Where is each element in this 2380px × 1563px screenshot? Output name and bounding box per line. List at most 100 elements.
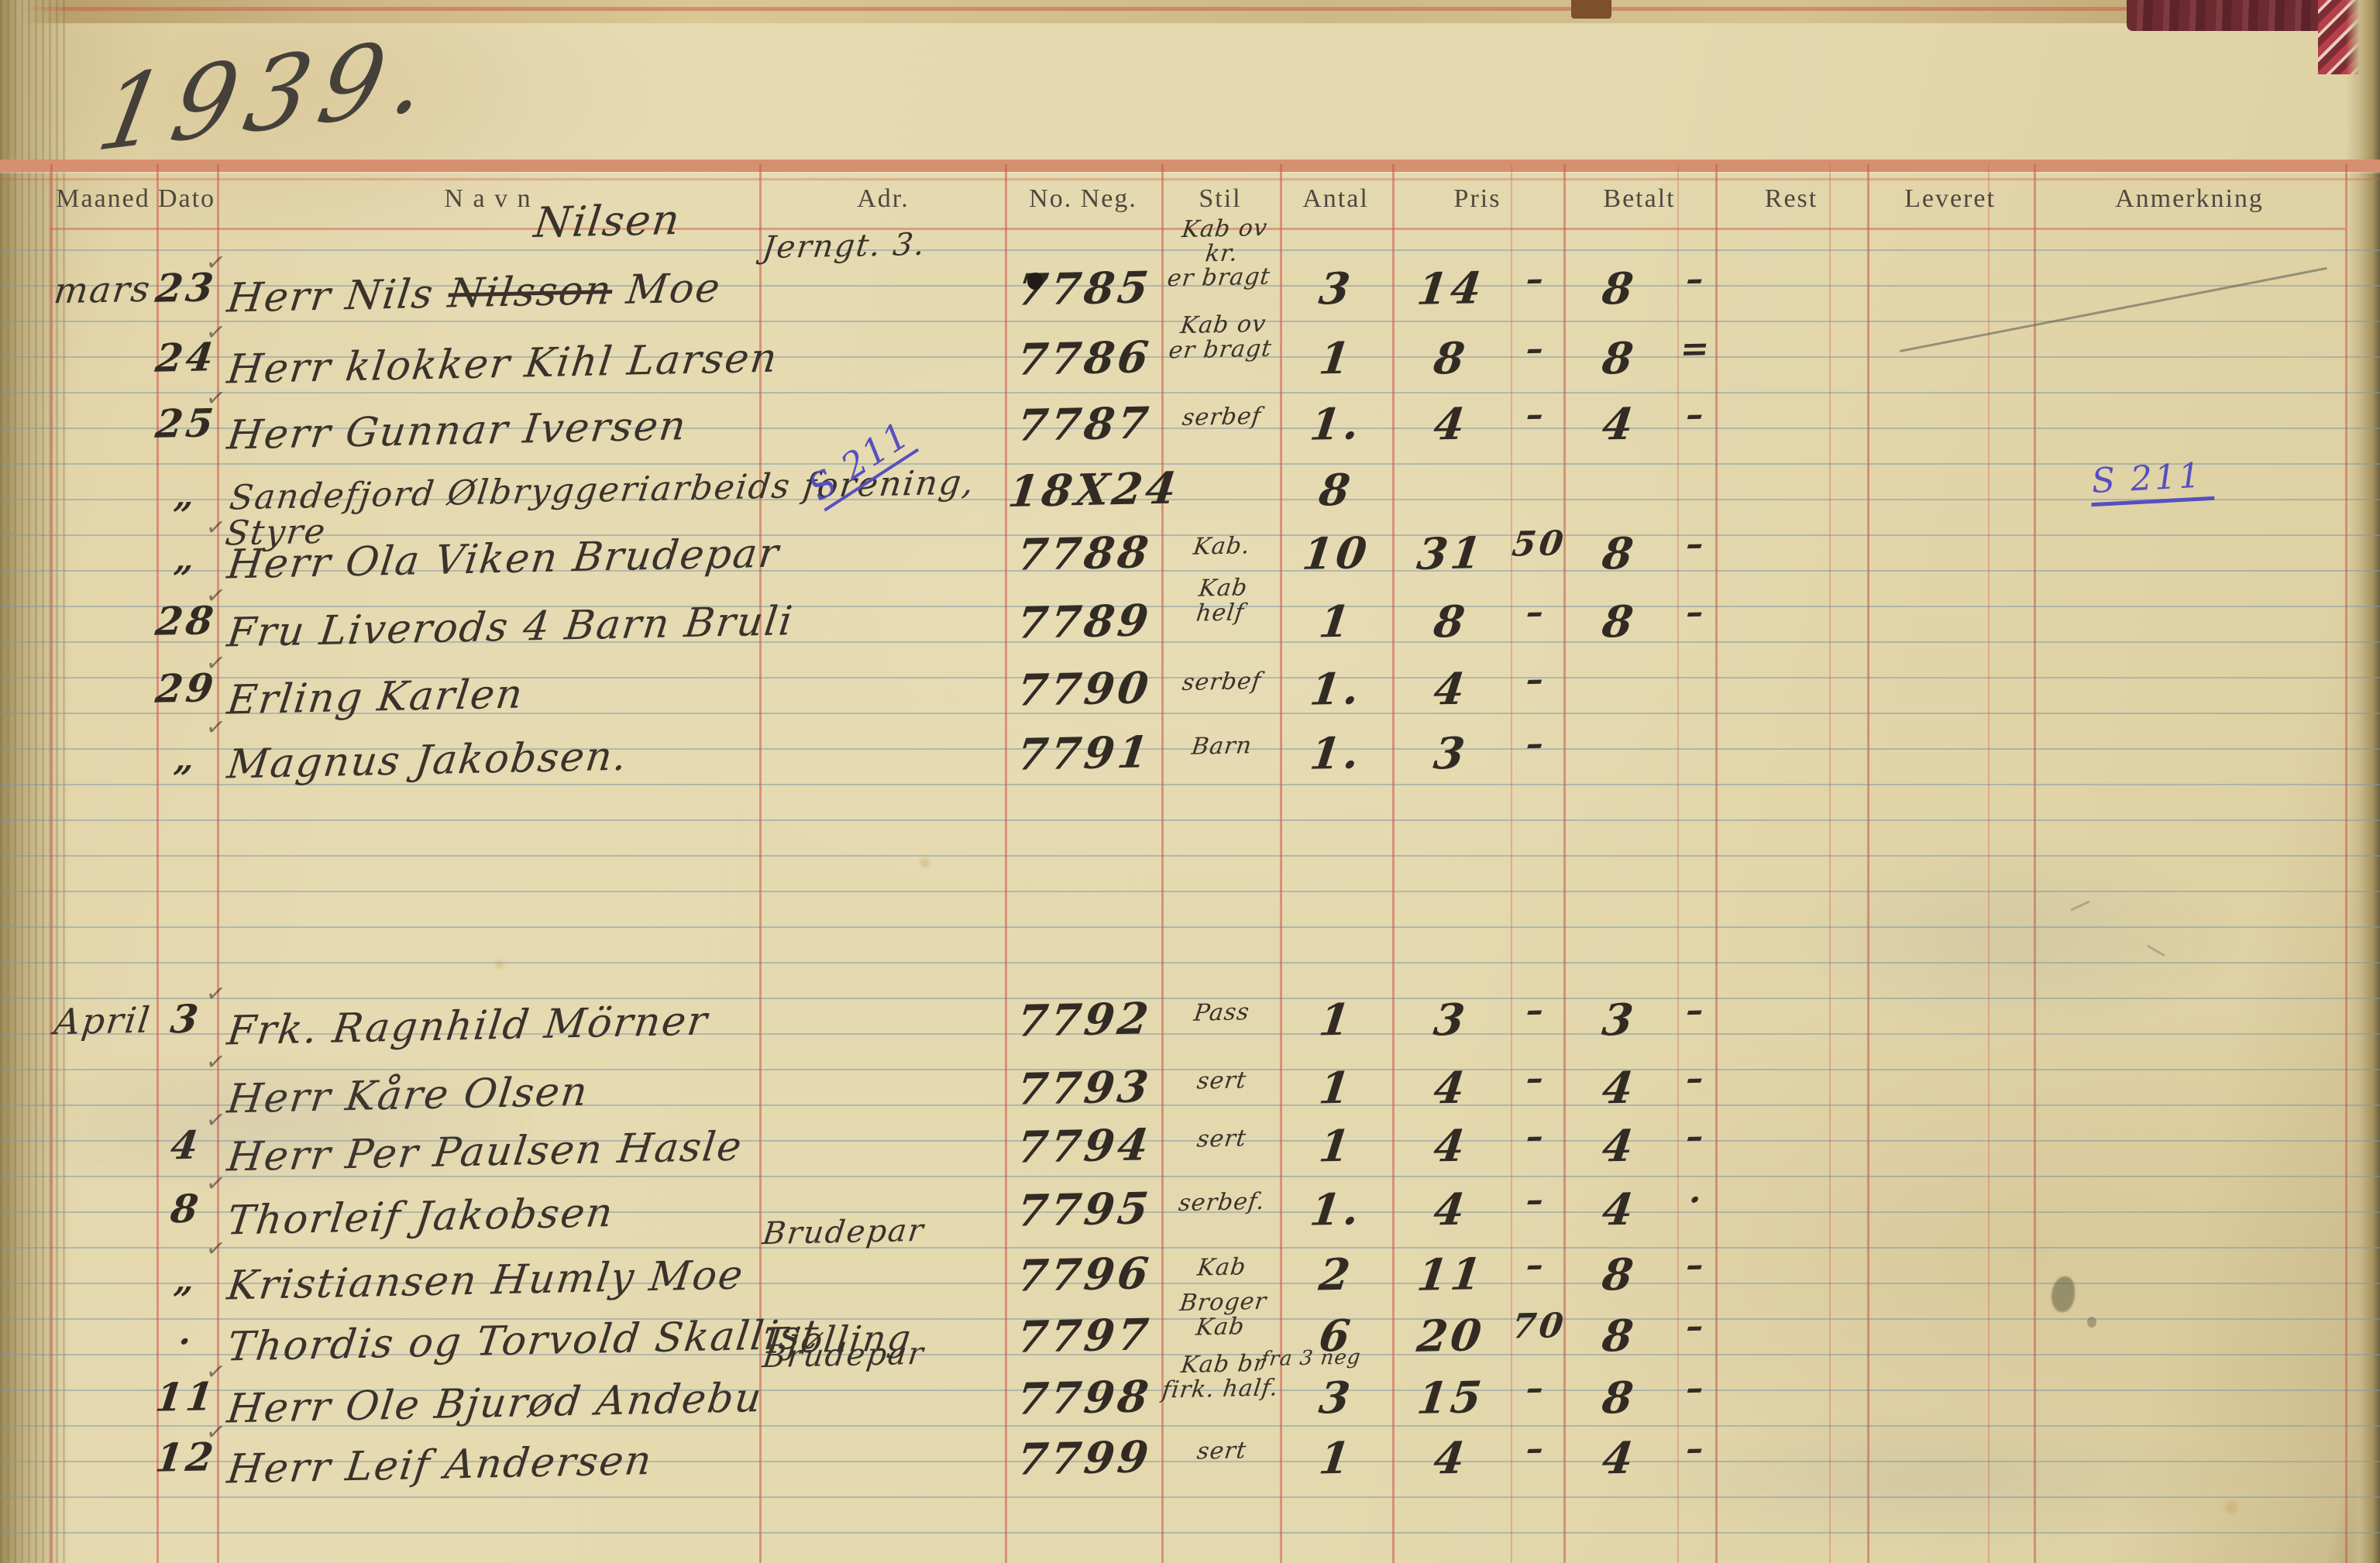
cell-pris-kr: 4: [1431, 1183, 1471, 1236]
cell-betalt-kr: 4: [1599, 1183, 1639, 1236]
tick-mark: ✓: [204, 1418, 228, 1447]
cell-betalt-ore: –: [1684, 259, 1709, 300]
show-through-smudge: [0, 1046, 542, 1201]
cell-pris-kr: 8: [1431, 596, 1471, 648]
column-sub-rule: [1829, 164, 1831, 1563]
cell-antal: 1: [1316, 1432, 1357, 1485]
cell-stil: Kab ov kr. er bragt: [1165, 214, 1272, 293]
cell-pris-ore: –: [1523, 990, 1549, 1031]
cell-no-neg: 7797: [1014, 1309, 1154, 1363]
tick-mark: ✓: [204, 649, 228, 678]
cell-adr-note: Brudepar: [760, 1212, 927, 1252]
column-sub-rule: [1511, 164, 1512, 1563]
cell-antal: 1.: [1307, 1183, 1365, 1236]
cell-betalt-ore: –: [1684, 990, 1709, 1031]
cell-antal: 1: [1316, 1062, 1357, 1115]
cell-adr-note: Jerngt. 3.: [760, 226, 928, 266]
cell-stil: sert: [1195, 1125, 1248, 1153]
cell-pris-ore: –: [1523, 723, 1549, 764]
cell-no-neg: 7790: [1014, 662, 1154, 716]
cell-maaned: April: [52, 998, 153, 1043]
ink-blot: [1027, 273, 1043, 290]
column-rule: [50, 164, 53, 1563]
column-rule: [217, 164, 219, 1563]
column-rule: [2345, 164, 2347, 1563]
cell-dato: ·: [176, 1321, 196, 1362]
cell-antal: 10: [1299, 527, 1373, 580]
cell-dato: „: [172, 539, 200, 580]
cell-stil: Kab: [1195, 1253, 1248, 1282]
cell-betalt-ore: –: [1684, 1306, 1709, 1347]
cell-stil: sert: [1195, 1437, 1248, 1465]
stain: [2052, 1276, 2075, 1312]
tick-mark: ✓: [204, 318, 228, 347]
top-red-rule: [0, 7, 2380, 11]
blue-ink-note-anmerkning: S 211: [2089, 455, 2215, 507]
cell-betalt-kr: 8: [1599, 527, 1639, 580]
tick-mark: ✓: [204, 980, 228, 1008]
cell-antal: 1.: [1307, 727, 1365, 780]
column-header-pris: Pris: [1453, 184, 1501, 213]
column-sub-rule: [1677, 164, 1679, 1563]
cell-no-neg: 7796: [1014, 1248, 1154, 1302]
column-header-navn: N a v n: [444, 184, 532, 213]
cell-antal: 1.: [1307, 398, 1365, 451]
tick-mark: ✓: [204, 514, 228, 542]
page-stack-top-edge: [0, 0, 2380, 23]
cell-antal: 1: [1316, 332, 1357, 385]
cell-no-neg: 7786: [1014, 331, 1154, 386]
column-header-maaned: Maaned: [56, 184, 150, 213]
binding-cloth: [2127, 0, 2320, 31]
cell-betalt-kr: 8: [1599, 1249, 1639, 1301]
cell-stil: serbef: [1181, 402, 1264, 432]
cell-betalt-kr: 3: [1599, 994, 1639, 1046]
cell-stil: Kab helf: [1195, 574, 1250, 627]
show-through-smudge: [1627, 1410, 2247, 1549]
cell-no-neg: 7787: [1014, 397, 1154, 452]
show-through-smudge: [1782, 836, 2247, 1038]
cell-no-neg: 7792: [1014, 993, 1154, 1047]
cell-betalt-ore: –: [1684, 394, 1709, 435]
cell-pris-ore: –: [1523, 1428, 1549, 1469]
fox-spot: [496, 960, 504, 968]
cell-stil: Kab.: [1192, 532, 1252, 561]
cell-pris-ore: –: [1523, 259, 1549, 300]
column-rule: [759, 164, 762, 1563]
page-tab: [1571, 0, 1611, 19]
column-header-adr: Adr.: [857, 184, 910, 213]
cell-pris-kr: 4: [1431, 663, 1471, 716]
cell-pris-ore: –: [1523, 1116, 1549, 1157]
cell-pris-kr: 3: [1431, 727, 1471, 780]
cell-pris-kr: 4: [1431, 398, 1471, 451]
year-heading: 1939.: [88, 15, 448, 175]
cell-antal: 1.: [1307, 663, 1365, 716]
header-bottom-rule: [50, 228, 2345, 230]
cell-betalt-kr: 4: [1599, 1062, 1639, 1115]
cell-pris-ore: –: [1523, 659, 1549, 700]
cell-antal: 3: [1316, 263, 1357, 315]
cell-betalt-kr: 8: [1599, 263, 1639, 315]
cell-betalt-ore: –: [1684, 1116, 1709, 1157]
cell-stil: Barn: [1190, 732, 1254, 761]
column-header-antal: Antal: [1302, 184, 1369, 213]
cell-stil: Kab ov er bragt: [1167, 310, 1274, 364]
column-header-stil: Stil: [1199, 184, 1242, 213]
cell-betalt-kr: 8: [1599, 596, 1639, 648]
cell-betalt-ore: –: [1684, 1368, 1709, 1409]
column-sub-rule: [1988, 164, 1990, 1563]
cell-pris-kr: 15: [1414, 1372, 1488, 1424]
cell-pris-kr: 4: [1431, 1432, 1471, 1485]
tick-mark: ✓: [204, 1235, 228, 1263]
cell-betalt-kr: 4: [1599, 398, 1639, 451]
cell-no-neg: 7793: [1014, 1061, 1154, 1115]
column-rule: [1005, 164, 1007, 1563]
column-header-anmerkning: Anmerkning: [2115, 184, 2264, 213]
fox-spot: [920, 858, 930, 867]
column-header-leveret: Leveret: [1904, 184, 1996, 213]
header-thin-rule: [0, 178, 2380, 180]
column-rule: [156, 164, 159, 1563]
cell-antal: 1: [1316, 994, 1357, 1046]
cell-antal: 8: [1316, 464, 1357, 517]
tick-mark: ✓: [204, 1358, 228, 1386]
